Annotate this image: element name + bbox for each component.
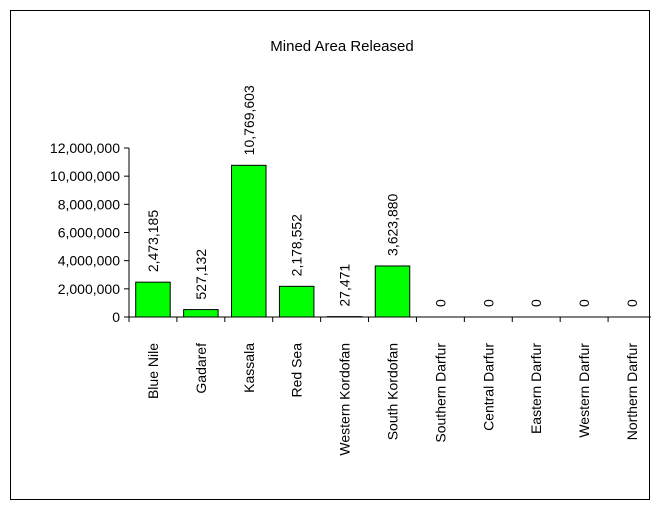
x-tick-label: Eastern Darfur (528, 343, 544, 434)
y-tick-label: 6,000,000 (58, 225, 120, 241)
data-label: 3,623,880 (385, 193, 401, 255)
bar-south-kordofan (374, 265, 411, 318)
bars (135, 164, 411, 318)
data-label: 27,471 (337, 264, 353, 307)
bar-chart: Mined Area Released 2,473,185 527,132 10,7… (50, 38, 657, 456)
x-tick-label: Northern Darfur (624, 343, 640, 441)
bar-gadaref (183, 309, 219, 318)
chart-frame: Mined Area Released 2,473,185 527,132 10,7… (10, 10, 657, 500)
x-tick-label: South Kordofan (385, 343, 401, 440)
bar-blue-nile (135, 281, 171, 318)
x-tick-labels: Blue Nile Gadaref Kassala Red Sea Western Ko… (145, 343, 640, 456)
data-label: 2,178,552 (289, 214, 305, 276)
chart-title: Mined Area Released (270, 38, 413, 55)
x-tick-label: Gadaref (193, 343, 209, 394)
y-tick-label: 12,000,000 (50, 140, 120, 156)
data-label: 0 (432, 299, 448, 307)
y-tick-label: 10,000,000 (50, 168, 120, 184)
x-tick-label: Western Darfur (576, 343, 592, 438)
y-tick-labels: 0 2,000,000 4,000,000 6,000,000 8,000,000 10,… (50, 140, 120, 325)
y-tick-label: 8,000,000 (58, 196, 120, 212)
y-tick-label: 2,000,000 (58, 281, 120, 297)
data-label: 10,769,603 (241, 85, 257, 155)
x-tick-label: Central Darfur (480, 343, 496, 431)
data-label: 0 (528, 299, 544, 307)
data-label: 0 (624, 299, 640, 307)
bar-kassala (231, 164, 267, 318)
data-label: 2,473,185 (145, 210, 161, 272)
y-tick-label: 0 (112, 309, 120, 325)
x-tick-label: Southern Darfur (432, 343, 448, 443)
x-tick-label: Western Kordofan (337, 343, 353, 456)
data-labels: 2,473,185 527,132 10,769,603 2,178,552 27,47… (145, 85, 640, 307)
data-label: 0 (576, 299, 592, 307)
x-tick-label: Red Sea (289, 343, 305, 398)
data-label: 527,132 (193, 249, 209, 300)
x-tick-label: Kassala (241, 343, 257, 393)
y-tick-label: 4,000,000 (58, 253, 120, 269)
x-tick-label: Blue Nile (145, 343, 161, 399)
bar-red-sea (278, 285, 315, 318)
data-label: 0 (480, 299, 496, 307)
